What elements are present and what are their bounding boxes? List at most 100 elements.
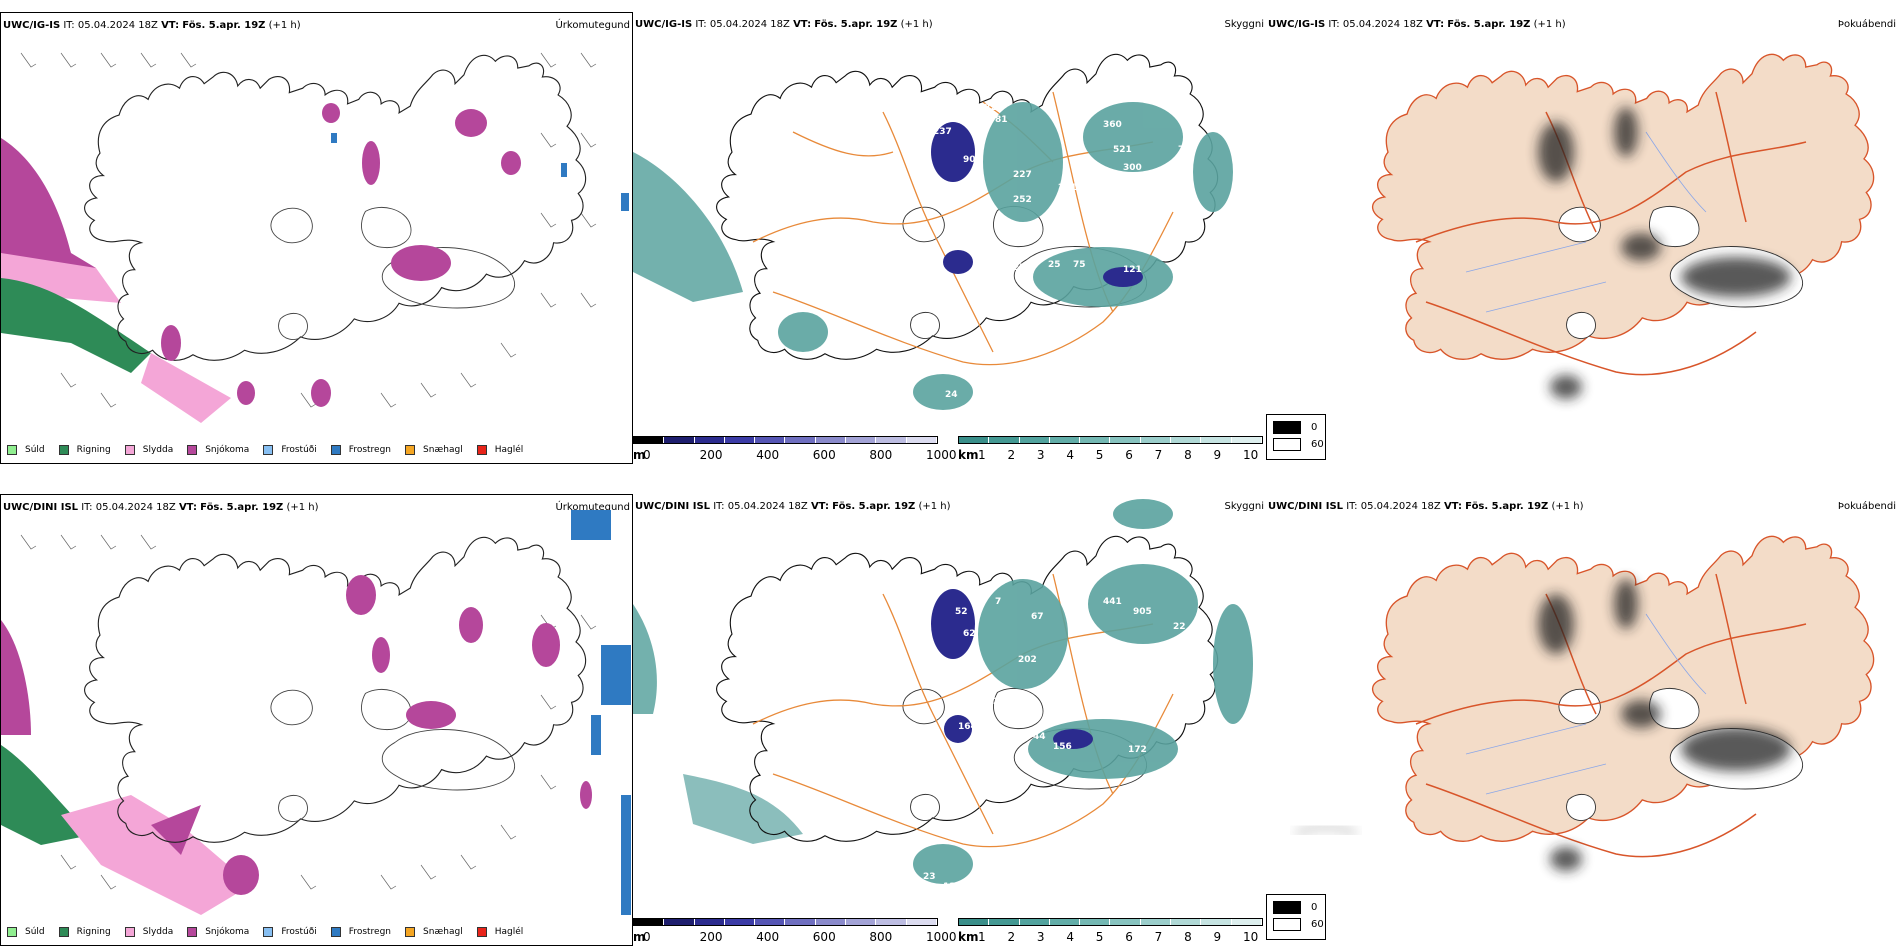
colorbar-swatch [755, 437, 786, 443]
colorbar-tick: 3 [1036, 930, 1045, 944]
legend-item-3: Snjókoma [187, 927, 249, 937]
cloudbase-label: 13 [943, 882, 956, 892]
legend-label: Frostúði [281, 445, 317, 455]
cloudbase-label: 44 [1033, 732, 1046, 742]
colorbar-swatch [815, 437, 847, 443]
colorbar-tick: 400 [756, 448, 780, 462]
cloudbase-label: 121 [1123, 265, 1142, 275]
cloudbase-label: 221 [1058, 183, 1077, 193]
fog-index-panel-row1: UWC/IG-IS IT: 05.04.2024 18Z VT: Fös. 5.… [1266, 12, 1900, 464]
cloudbase-label: 24 [945, 390, 958, 400]
fog-legend-label: 0 [1311, 902, 1318, 913]
legend-label: Haglél [494, 927, 524, 937]
fog-legend-swatch [1273, 901, 1301, 914]
legend-swatch [330, 445, 341, 455]
cloudbase-label: 25 [993, 697, 1006, 707]
colorbar-swatch [785, 437, 816, 443]
legend-label: Snjókoma [205, 445, 250, 455]
panel-header: UWC/IG-IS IT: 05.04.2024 18Z VT: Fös. 5.… [1268, 19, 1566, 30]
colorbar-tick: 800 [869, 448, 893, 462]
colorbar-tick: 0 [643, 448, 651, 462]
legend-item-0: Súld [7, 445, 45, 455]
fog-legend-row-1: 60 [1273, 438, 1325, 451]
colorbar-swatch [724, 437, 756, 443]
legend-item-5: Frostregn [330, 445, 391, 455]
fog-legend-label: 60 [1311, 439, 1324, 450]
legend-swatch [7, 927, 17, 937]
colorbar-swatch [989, 919, 1020, 925]
colorbar-swatch [1231, 919, 1262, 925]
cloudbase-label: 252 [1013, 195, 1032, 205]
legend-swatch [263, 927, 274, 937]
colorbar-swatch [1080, 919, 1111, 925]
cloudbase-label: 25 [1048, 260, 1061, 270]
cloudbase-label: 72 [1178, 642, 1191, 652]
colorbar-tick: 4 [1066, 448, 1074, 462]
legend-swatch [187, 927, 198, 937]
colorbar-tick: 8 [1184, 930, 1192, 944]
fog-map [1294, 535, 1875, 871]
cloudbase-label: 277 [1013, 263, 1032, 273]
fog-legend-label: 0 [1311, 422, 1318, 433]
colorbar-tick: 200 [699, 448, 723, 462]
cloud-visibility-panel-row1: UWC/IG-IS IT: 05.04.2024 18Z VT: Fös. 5.… [633, 12, 1266, 464]
colorbar-unit: km [958, 930, 979, 944]
colorbar-swatch [1080, 437, 1111, 443]
colorbar-strip [958, 436, 1263, 444]
colorbar-tick: 3 [1036, 448, 1045, 462]
colorbar-swatch [1049, 437, 1081, 443]
legend-label: Frostregn [348, 927, 392, 937]
legend-item-5: Frostregn [330, 927, 392, 937]
legend-label: Snæhagl [423, 927, 463, 937]
colorbar-strip [958, 918, 1263, 926]
legend-item-3: Snjókoma [187, 445, 249, 455]
panel-header: UWC/DINI ISL IT: 05.04.2024 18Z VT: Fös.… [3, 502, 319, 513]
cloudbase-label: 164 [958, 722, 977, 732]
precip-map [1, 52, 629, 423]
legend-label: Slydda [142, 927, 174, 937]
colorbar-swatch [755, 919, 786, 925]
legend-swatch [7, 445, 17, 455]
cloudbase-label: 521 [1113, 145, 1132, 155]
cloudbase-label: 227 [1013, 170, 1032, 180]
panel-title: Skyggni [1224, 501, 1264, 512]
fog-legend-label: 60 [1311, 919, 1324, 930]
fog-legend-row-0: 0 [1273, 421, 1325, 434]
precip-legend: Súld Rigning Slydda Snjókoma Frostúði Frostre… [1, 437, 632, 463]
colorbar-strip [633, 436, 938, 444]
wind-barbs [20, 52, 597, 408]
cloudbase-label: 72 [1178, 145, 1191, 155]
panel-header: UWC/IG-IS IT: 05.04.2024 18Z VT: Fös. 5.… [635, 19, 933, 30]
colorbar-tick: 1 [978, 930, 986, 944]
legend-swatch [58, 927, 69, 937]
colorbar-swatch [846, 919, 877, 925]
colorbar-swatch [876, 437, 907, 443]
cloudbase-label: 90 [963, 155, 976, 165]
cloudbase-label: 300 [1123, 163, 1142, 173]
panel-title: Úrkomutegund [555, 20, 630, 31]
panel-title: Skyggni [1224, 19, 1264, 30]
legend-item-1: Rigning [58, 445, 111, 455]
panel-header: UWC/DINI ISL IT: 05.04.2024 18Z VT: Fös.… [635, 501, 951, 512]
visibility-colorbar: km 1 2 3 4 5 6 7 8 9 10 [958, 918, 1263, 946]
colorbar-swatch [1201, 437, 1232, 443]
cloudbase-label: 76 [1173, 195, 1186, 205]
colorbar-tick: 2 [1007, 930, 1016, 944]
colorbar-tick: 7 [1154, 930, 1163, 944]
cloudbase-label: 75 [1073, 260, 1086, 270]
colorbar-swatch [1110, 437, 1141, 443]
fog-legend-row-0: 0 [1273, 901, 1325, 914]
legend-item-7: Haglél [476, 927, 524, 937]
colorbar-tick: 400 [756, 930, 780, 944]
colorbar-swatch [1171, 919, 1202, 925]
legend-swatch [330, 927, 341, 937]
cloudbase-label: 441 [1103, 597, 1122, 607]
legend-swatch [405, 927, 416, 937]
legend-swatch [263, 445, 274, 455]
cloudbase-label: 202 [1018, 655, 1037, 665]
legend-item-2: Slydda [124, 927, 174, 937]
colorbar-swatch [959, 437, 990, 443]
colorbar-strip [633, 918, 938, 926]
colorbar-swatch [1019, 919, 1050, 925]
panel-title: Þokuábendi [1837, 19, 1896, 30]
